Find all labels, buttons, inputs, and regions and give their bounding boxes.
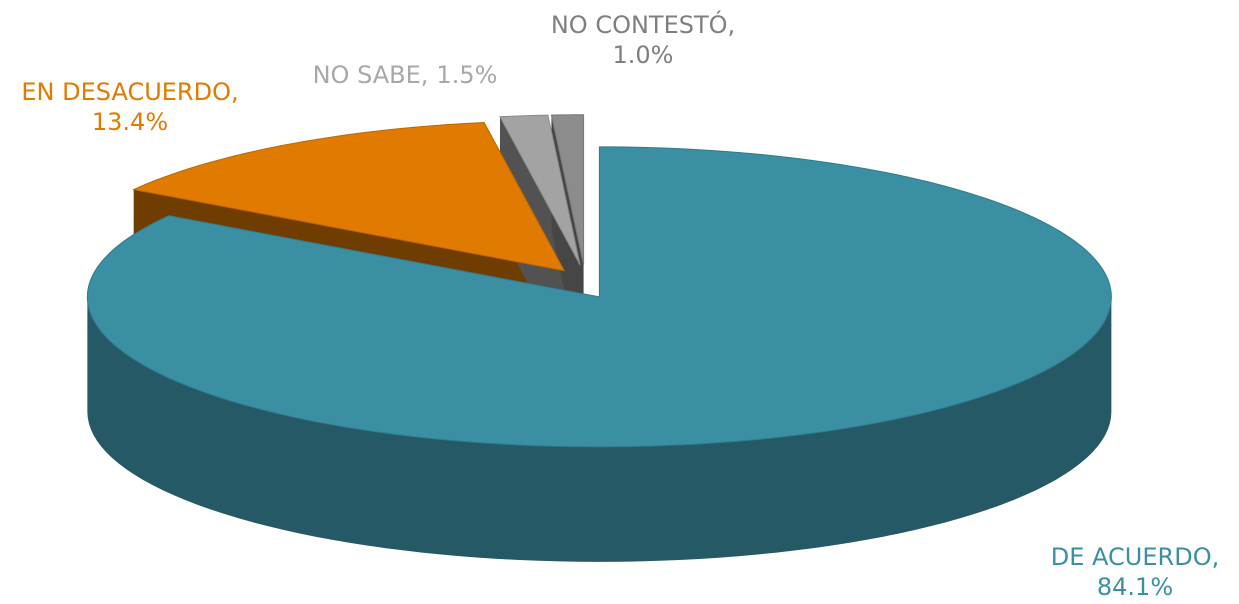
slice-sides [87,296,1112,562]
slice-category: EN DESACUERDO, [21,78,238,106]
slice [132,122,566,272]
slice-category: NO SABE, [313,61,429,89]
slice-value-label: 1.5% [436,61,497,89]
slice-label: DE ACUERDO, 84.1% [1051,543,1219,601]
slice-label: NO CONTESTÓ, 1.0% [551,9,735,69]
slice [550,114,585,265]
slice [499,114,581,266]
slice [86,146,1112,448]
slice-category: NO CONTESTÓ, [551,9,735,39]
slice-category: DE ACUERDO, [1051,543,1219,571]
slice-tops [86,114,1112,448]
slice-label: NO SABE, 1.5% [313,61,498,89]
slice-value-label: 1.0% [613,41,674,69]
slice-value-label: 13.4% [92,108,168,136]
slice-label: EN DESACUERDO, 13.4% [21,78,238,136]
slice-value-label: 84.1% [1097,573,1173,601]
slice-side [87,296,1112,562]
